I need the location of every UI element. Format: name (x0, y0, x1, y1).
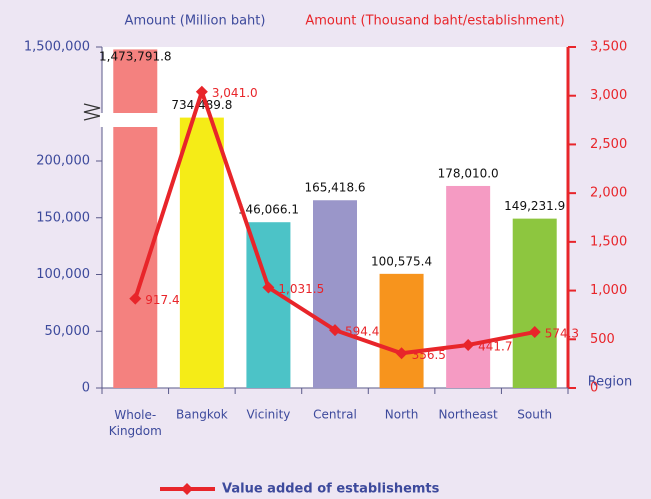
line-label: 3,041.0 (212, 86, 258, 100)
x-tick-label: Whole-Kingdom (109, 408, 162, 438)
x-tick-label: Vicinity (246, 408, 290, 422)
axis-break-gap (106, 113, 176, 127)
bar-label: 178,010.0 (438, 166, 499, 180)
axis-break-symbol (83, 103, 101, 121)
y2-tick-label: 1,500 (590, 234, 627, 249)
line-marker (262, 281, 275, 294)
line-label: 441.7 (478, 339, 512, 353)
x-tick-label: Central (313, 408, 357, 422)
line-marker (329, 324, 341, 337)
y-tick-label: 1,500,000 (24, 40, 90, 55)
bar-label: 165,418.6 (304, 181, 365, 195)
line-marker (528, 326, 541, 339)
y-axis-title: Amount (Million baht) (125, 14, 266, 29)
x-tick-label: Bangkok (176, 408, 228, 422)
x-tick-label: Northeast (439, 408, 499, 422)
bar-label: 1,473,791.8 (99, 50, 172, 64)
line-label: 1,031.5 (278, 282, 324, 296)
bar-label: 100,575.4 (371, 254, 432, 268)
line-marker (195, 85, 208, 98)
y-tick-label: 0 (82, 381, 90, 396)
y2-tick-label: 3,000 (590, 88, 627, 103)
y-tick-label: 50,000 (45, 324, 91, 339)
axis-break-axis-gap (100, 113, 104, 127)
bar-label: 146,066.1 (238, 203, 299, 217)
y2-tick-label: 1,000 (590, 283, 627, 298)
y2-tick-label: 500 (590, 332, 615, 347)
y-tick-label: 200,000 (36, 154, 90, 169)
x-tick-label: North (385, 408, 419, 422)
line-marker (462, 338, 475, 351)
line-marker (395, 347, 408, 360)
y-tick-label: 150,000 (36, 210, 90, 225)
x-axis-title: Region (588, 375, 633, 390)
y2-tick-label: 2,000 (590, 186, 627, 201)
y2-tick-label: 0 (590, 381, 598, 396)
y2-tick-label: 2,500 (590, 137, 627, 152)
line-label: 917.4 (145, 293, 179, 307)
y2-axis-title: Amount (Thousand baht/establishment) (305, 14, 564, 29)
bar (179, 117, 224, 389)
bar (446, 185, 491, 388)
bar-label: 734,489.8 (171, 98, 232, 112)
y2-tick-label: 3,500 (590, 40, 627, 55)
line-label: 594.4 (345, 325, 379, 339)
legend-label: Value added of establishemts (222, 482, 440, 497)
bar (512, 218, 557, 388)
line-label: 356.5 (412, 348, 446, 362)
bar (379, 273, 424, 388)
legend-marker (181, 483, 193, 495)
y-tick-label: 100,000 (36, 267, 90, 282)
bar (113, 49, 158, 388)
line-marker (129, 292, 142, 305)
bar-label: 149,231.9 (504, 199, 565, 213)
bar (313, 200, 357, 388)
x-tick-label: South (517, 408, 552, 422)
line-label: 574.3 (545, 327, 579, 341)
